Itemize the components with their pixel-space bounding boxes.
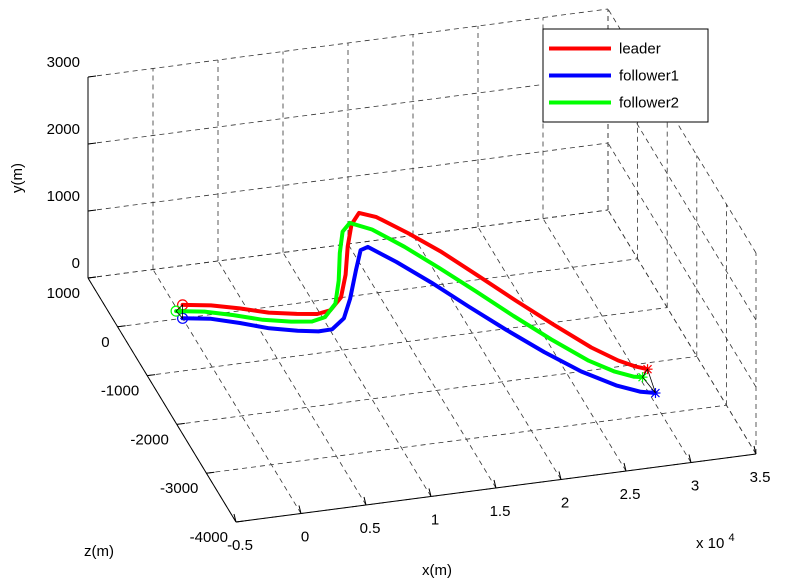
grid-line-floor-x xyxy=(477,226,627,472)
x-tick-label: 2 xyxy=(561,495,569,512)
legend-label-follower1: follower1 xyxy=(619,68,679,85)
grid-line-side-y xyxy=(607,142,757,388)
x-tick-mark xyxy=(233,513,237,523)
z-axis-line xyxy=(87,277,237,523)
z-tick-mark xyxy=(147,374,156,377)
x-tick-label: 0.5 xyxy=(360,520,381,537)
series-lines xyxy=(170,210,661,399)
z-tick-mark xyxy=(235,520,245,523)
x-tick-mark xyxy=(623,462,627,472)
grid-line-floor-x xyxy=(217,260,367,506)
y-tick-label: 2000 xyxy=(47,121,80,138)
x-tick-label: 1 xyxy=(431,512,439,529)
legend: leader follower1 follower2 xyxy=(542,28,709,123)
z-tick-label: -2000 xyxy=(130,431,168,448)
z-tick-label: -4000 xyxy=(190,529,228,546)
tick-labels: -0.5 0 0.5 1 1.5 2 2.5 3 3.5 0 1000 2000 3000 1000 0 -1… xyxy=(47,54,771,554)
x-tick-mark xyxy=(428,488,432,497)
x-tick-label: 0 xyxy=(301,529,309,546)
x-tick-label: 3 xyxy=(691,478,699,495)
x-tick-mark xyxy=(298,505,302,514)
y-tick-mark xyxy=(87,75,97,78)
x-tick-mark xyxy=(558,471,562,480)
z-tick-mark xyxy=(117,325,126,328)
y-tick-label: 1000 xyxy=(47,188,80,205)
legend-label-leader: leader xyxy=(619,41,661,58)
x-axis-multiplier-base: x 10 xyxy=(696,535,724,552)
z-tick-label: -3000 xyxy=(160,480,198,497)
x-axis-label: x(m) xyxy=(422,562,452,579)
x-tick-mark xyxy=(753,445,757,455)
grid-line-back-y xyxy=(87,142,609,212)
x-axis-multiplier-exponent: 4 xyxy=(729,532,735,544)
grid-line-floor-z xyxy=(117,258,638,328)
z-tick-label: 0 xyxy=(101,334,109,351)
grid-line-back-y xyxy=(87,8,609,78)
x-tick-mark xyxy=(688,454,692,463)
x-axis-multiplier: x 10 4 xyxy=(696,532,735,552)
legend-label-follower2: follower2 xyxy=(619,95,679,112)
x-tick-mark xyxy=(493,479,497,489)
y-tick-mark xyxy=(87,209,97,212)
x-tick-label: 1.5 xyxy=(490,503,511,520)
start-marker-follower2 xyxy=(170,305,182,317)
x-tick-label: 2.5 xyxy=(620,486,641,503)
grid-line-side-y xyxy=(607,209,757,455)
x-tick-mark xyxy=(363,496,367,506)
y-tick-label: 0 xyxy=(72,255,80,272)
axes xyxy=(87,75,757,523)
grid-line-floor-z xyxy=(176,356,697,425)
z-axis-label: z(m) xyxy=(84,543,114,560)
grid-line-floor-x xyxy=(347,243,497,489)
axis-labels: x(m) y(m) z(m) x 10 4 xyxy=(9,163,735,579)
formation-end-triangle xyxy=(642,368,656,394)
z-tick-mark xyxy=(87,276,97,279)
z-tick-label: -1000 xyxy=(101,383,139,400)
grid-line-floor-x xyxy=(412,235,562,480)
series-line-follower1 xyxy=(180,244,658,395)
x-tick-label: 3.5 xyxy=(750,469,771,486)
grid-line-floor-x xyxy=(542,218,692,463)
z-tick-mark xyxy=(206,471,215,474)
y-tick-mark xyxy=(87,142,97,145)
y-tick-label: 3000 xyxy=(47,54,80,71)
x-tick-label: -0.5 xyxy=(227,537,253,554)
grid-line-floor-z xyxy=(147,307,668,376)
grid-line-back-y xyxy=(87,75,609,145)
z-tick-label: 1000 xyxy=(47,285,80,302)
y-axis-label: y(m) xyxy=(9,163,26,193)
formation-start-triangle xyxy=(175,303,184,320)
series-line-leader xyxy=(180,210,650,372)
grid-line-floor-x xyxy=(282,252,432,497)
z-tick-mark xyxy=(176,422,185,425)
series-line-follower2 xyxy=(174,220,645,380)
grid-line-floor-z xyxy=(206,404,727,474)
